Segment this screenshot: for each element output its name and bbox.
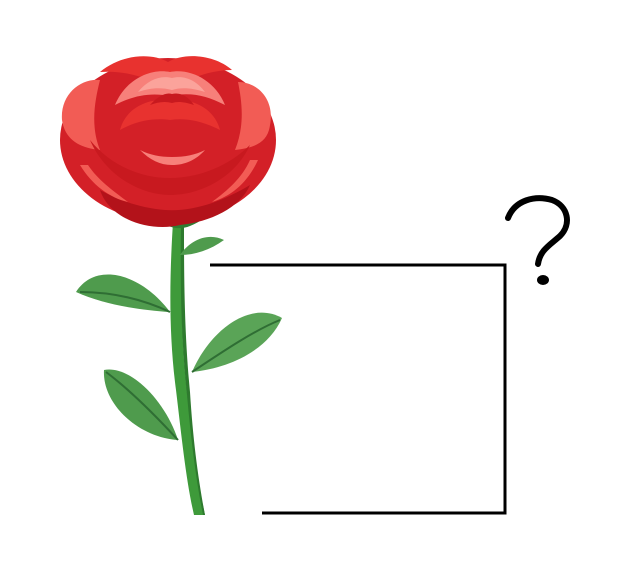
rose-blossom: [60, 56, 276, 227]
leaf-lower-left: [103, 369, 179, 441]
question-mark-icon: [505, 195, 570, 285]
rose-stem: [170, 222, 205, 515]
leaf-sprig: [180, 236, 224, 255]
leaf-upper-left: [76, 274, 171, 313]
outline-box: [210, 263, 507, 515]
leaf-right: [191, 312, 282, 373]
